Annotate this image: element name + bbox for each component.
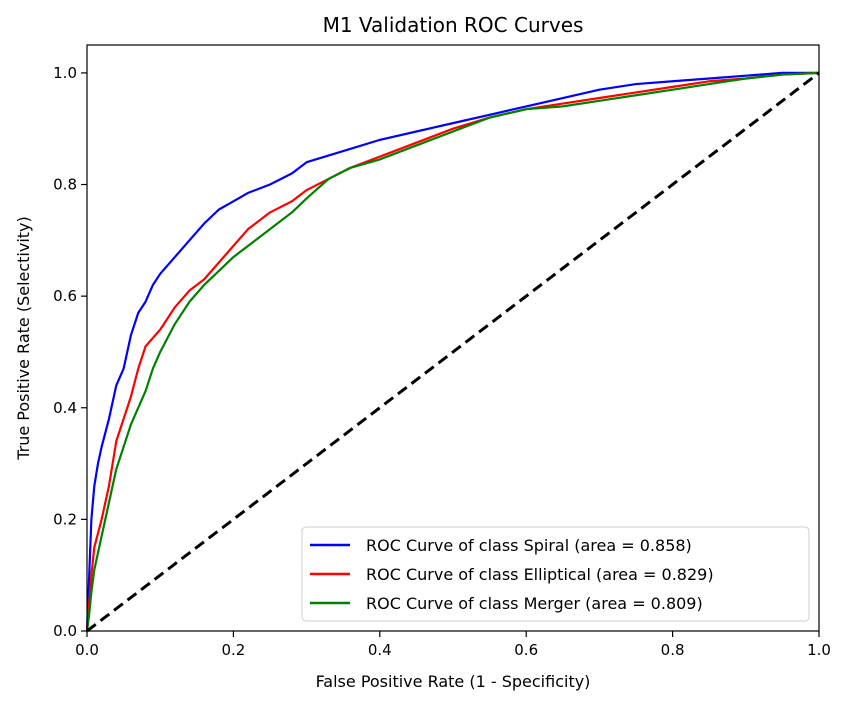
y-tick-label: 0.6 (53, 287, 77, 305)
x-tick-label: 0.0 (75, 641, 99, 659)
x-tick-label: 0.8 (661, 641, 685, 659)
plot-frame (86, 44, 820, 632)
series-line-1 (85, 71, 820, 632)
x-tick-label: 1.0 (807, 641, 831, 659)
x-axis-ticks: 0.0 0.2 0.4 0.6 0.8 1.0 (75, 631, 831, 659)
x-axis-label: False Positive Rate (1 - Specificity) (316, 672, 591, 691)
legend-box (301, 526, 810, 622)
y-axis-ticks: 0.0 0.2 0.4 0.6 0.8 1.0 (53, 64, 87, 640)
legend-items: ROC Curve of class Spiral (area = 0.858)… (310, 536, 714, 613)
legend-label-0: ROC Curve of class Spiral (area = 0.858) (366, 536, 692, 555)
legend: ROC Curve of class Spiral (area = 0.858)… (301, 526, 810, 622)
y-tick-label: 0.8 (53, 176, 77, 194)
y-tick-label: 0.0 (53, 622, 77, 640)
y-tick-label: 0.2 (53, 510, 77, 528)
x-tick-label: 0.6 (514, 641, 538, 659)
series-line-0 (85, 71, 819, 632)
x-tick-label: 0.2 (221, 641, 245, 659)
chart-title: M1 Validation ROC Curves (323, 13, 584, 37)
x-tick-label: 0.4 (368, 641, 392, 659)
legend-label-1: ROC Curve of class Elliptical (area = 0.… (366, 565, 714, 584)
plot-series (85, 71, 820, 633)
series-line-2 (85, 71, 820, 632)
legend-label-2: ROC Curve of class Merger (area = 0.809) (366, 594, 703, 613)
y-axis-label: True Positive Rate (Selectivity) (14, 216, 33, 461)
random-chance-line (86, 71, 820, 633)
y-tick-label: 1.0 (53, 64, 77, 82)
y-tick-label: 0.4 (53, 399, 77, 417)
